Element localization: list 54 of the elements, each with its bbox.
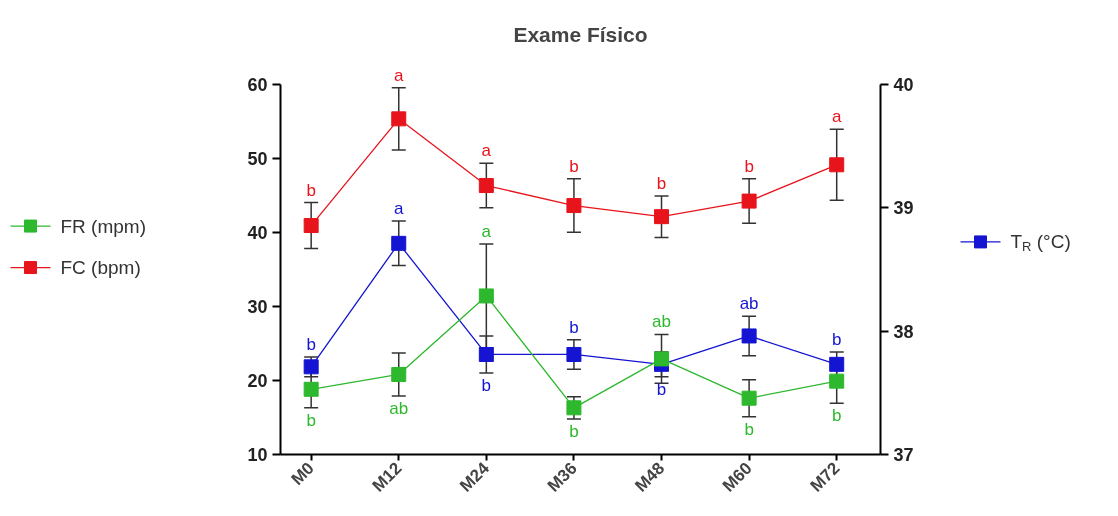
data-label: a xyxy=(831,107,842,127)
point xyxy=(566,346,582,362)
data-label: b xyxy=(744,156,754,176)
y-tick-label: 20 xyxy=(247,370,268,391)
point xyxy=(654,351,670,367)
y-tick-label: 10 xyxy=(247,445,268,465)
point xyxy=(829,157,845,173)
data-label: a xyxy=(481,222,492,242)
point xyxy=(391,235,407,251)
data-label: a xyxy=(481,141,492,161)
point xyxy=(391,111,407,127)
legend-label: FR (mpm) xyxy=(60,215,146,237)
data-label: a xyxy=(394,65,405,85)
point xyxy=(654,209,670,225)
data-label: ab xyxy=(389,398,409,418)
data-label: b xyxy=(744,419,754,439)
point xyxy=(741,193,757,209)
data-label: b xyxy=(656,379,667,399)
x-tick-label: M0 xyxy=(287,458,318,489)
data-label: b xyxy=(481,376,492,395)
point xyxy=(741,328,757,344)
point xyxy=(478,346,494,362)
y-tick-label: 40 xyxy=(247,222,268,243)
point xyxy=(566,198,582,214)
data-label: b xyxy=(656,173,667,193)
point xyxy=(478,288,494,304)
point xyxy=(303,381,319,397)
point xyxy=(303,218,319,234)
y-tick-label: 50 xyxy=(247,148,268,169)
y2-tick-label: 40 xyxy=(893,74,914,95)
y2-tick-label: 37 xyxy=(893,445,914,465)
data-label: b xyxy=(831,406,842,426)
point xyxy=(741,390,757,406)
y2-tick-label: 38 xyxy=(893,321,914,342)
legend-label: FC (bpm) xyxy=(60,257,141,279)
data-label: a xyxy=(394,199,405,219)
data-label: b xyxy=(831,330,842,349)
point xyxy=(829,356,845,372)
y-tick-label: 60 xyxy=(247,74,268,95)
point xyxy=(829,373,845,389)
data-label: b xyxy=(306,410,316,430)
data-label: b xyxy=(569,156,579,176)
chart-title: Exame Físico xyxy=(513,22,648,46)
point xyxy=(566,400,582,416)
data-label: b xyxy=(569,317,579,337)
point xyxy=(478,178,494,194)
data-label: b xyxy=(306,180,316,200)
data-label: ab xyxy=(739,294,759,314)
y-tick-label: 30 xyxy=(247,296,268,317)
data-label: ab xyxy=(652,312,671,332)
data-label: b xyxy=(306,334,316,354)
y2-tick-label: 39 xyxy=(893,198,914,219)
point xyxy=(391,366,407,382)
data-label: b xyxy=(569,421,579,441)
